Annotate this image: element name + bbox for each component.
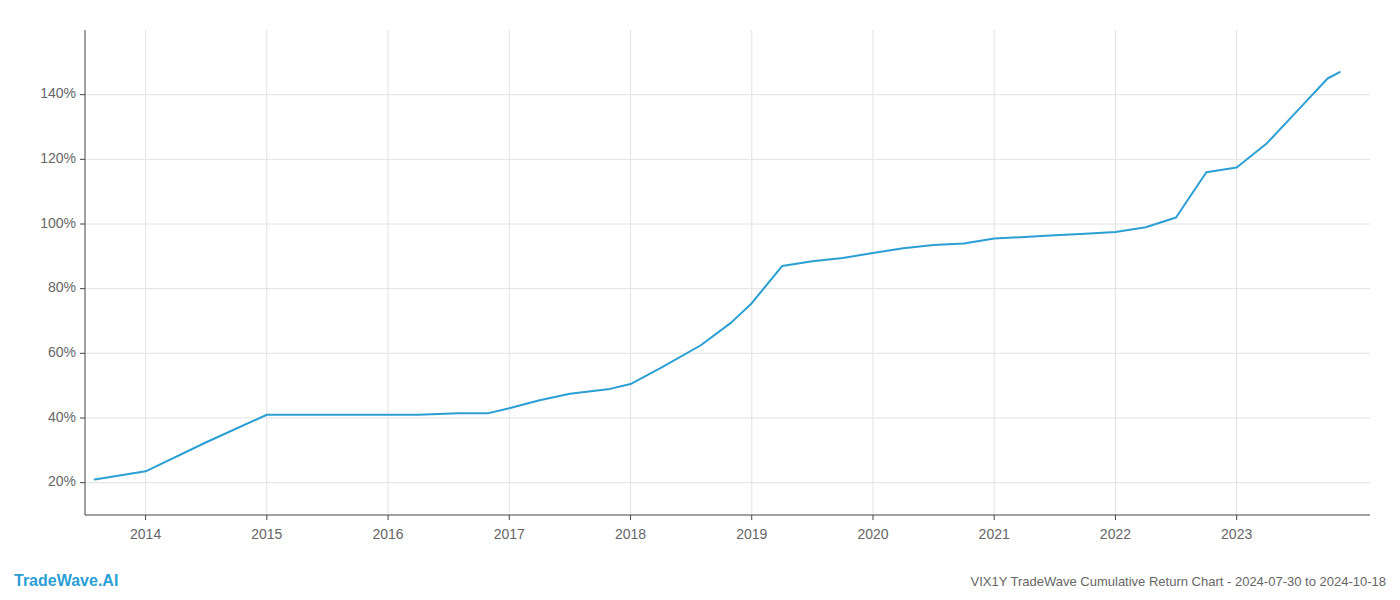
y-grid-line (85, 224, 1370, 225)
x-tick-label: 2014 (130, 526, 161, 542)
x-tick (994, 515, 995, 520)
chart-title: VIX1Y TradeWave Cumulative Return Chart … (970, 574, 1386, 589)
y-grid-line (85, 159, 1370, 160)
x-tick (630, 515, 631, 520)
plot-area (95, 72, 1340, 479)
x-tick (1115, 515, 1116, 520)
x-tick-label: 2022 (1100, 526, 1131, 542)
x-tick (751, 515, 752, 520)
x-grid-line (1115, 30, 1116, 515)
watermark: TradeWave.AI (14, 572, 118, 589)
x-tick (388, 515, 389, 520)
x-tick (145, 515, 146, 520)
x-grid-line (994, 30, 995, 515)
x-grid-line (1236, 30, 1237, 515)
series-line (95, 72, 1340, 479)
y-grid-line (85, 94, 1370, 95)
y-grid-line (85, 418, 1370, 419)
y-grid-line (85, 482, 1370, 483)
y-tick (80, 94, 85, 95)
x-tick-label: 2015 (251, 526, 282, 542)
x-tick (1236, 515, 1237, 520)
y-grid-line (85, 288, 1370, 289)
x-grid-line (872, 30, 873, 515)
x-grid-line (751, 30, 752, 515)
y-tick (80, 224, 85, 225)
y-tick (80, 353, 85, 354)
y-tick (80, 418, 85, 419)
y-tick-label: 80% (48, 279, 76, 295)
x-tick (266, 515, 267, 520)
x-tick-label: 2017 (494, 526, 525, 542)
y-tick-label: 60% (48, 344, 76, 360)
y-tick (80, 288, 85, 289)
y-tick (80, 482, 85, 483)
x-tick (872, 515, 873, 520)
x-grid-line (388, 30, 389, 515)
axes: 20% 40% 60% 80% 100% 120% 140% 2014 2015 2016 2017… (40, 30, 1370, 542)
y-grid-line (85, 353, 1370, 354)
x-tick-label: 2020 (857, 526, 888, 542)
chart-container: 20% 40% 60% 80% 100% 120% 140% 2014 2015 2016 2017… (0, 0, 1400, 600)
x-tick-label: 2018 (615, 526, 646, 542)
y-tick-label: 40% (48, 409, 76, 425)
x-grid-line (630, 30, 631, 515)
x-tick-label: 2023 (1221, 526, 1252, 542)
y-tick (80, 159, 85, 160)
y-tick-label: 120% (40, 150, 76, 166)
x-grid-line (509, 30, 510, 515)
y-axis-line (85, 30, 86, 515)
x-grid-line (145, 30, 146, 515)
grid (85, 30, 1370, 515)
x-tick-label: 2016 (372, 526, 403, 542)
x-tick-label: 2019 (736, 526, 767, 542)
x-tick-label: 2021 (979, 526, 1010, 542)
x-axis-line (85, 515, 1370, 516)
y-tick-label: 140% (40, 85, 76, 101)
y-tick-label: 100% (40, 215, 76, 231)
y-tick-label: 20% (48, 473, 76, 489)
x-tick (509, 515, 510, 520)
chart-svg: 20% 40% 60% 80% 100% 120% 140% 2014 2015 2016 2017… (0, 0, 1400, 600)
x-grid-line (266, 30, 267, 515)
